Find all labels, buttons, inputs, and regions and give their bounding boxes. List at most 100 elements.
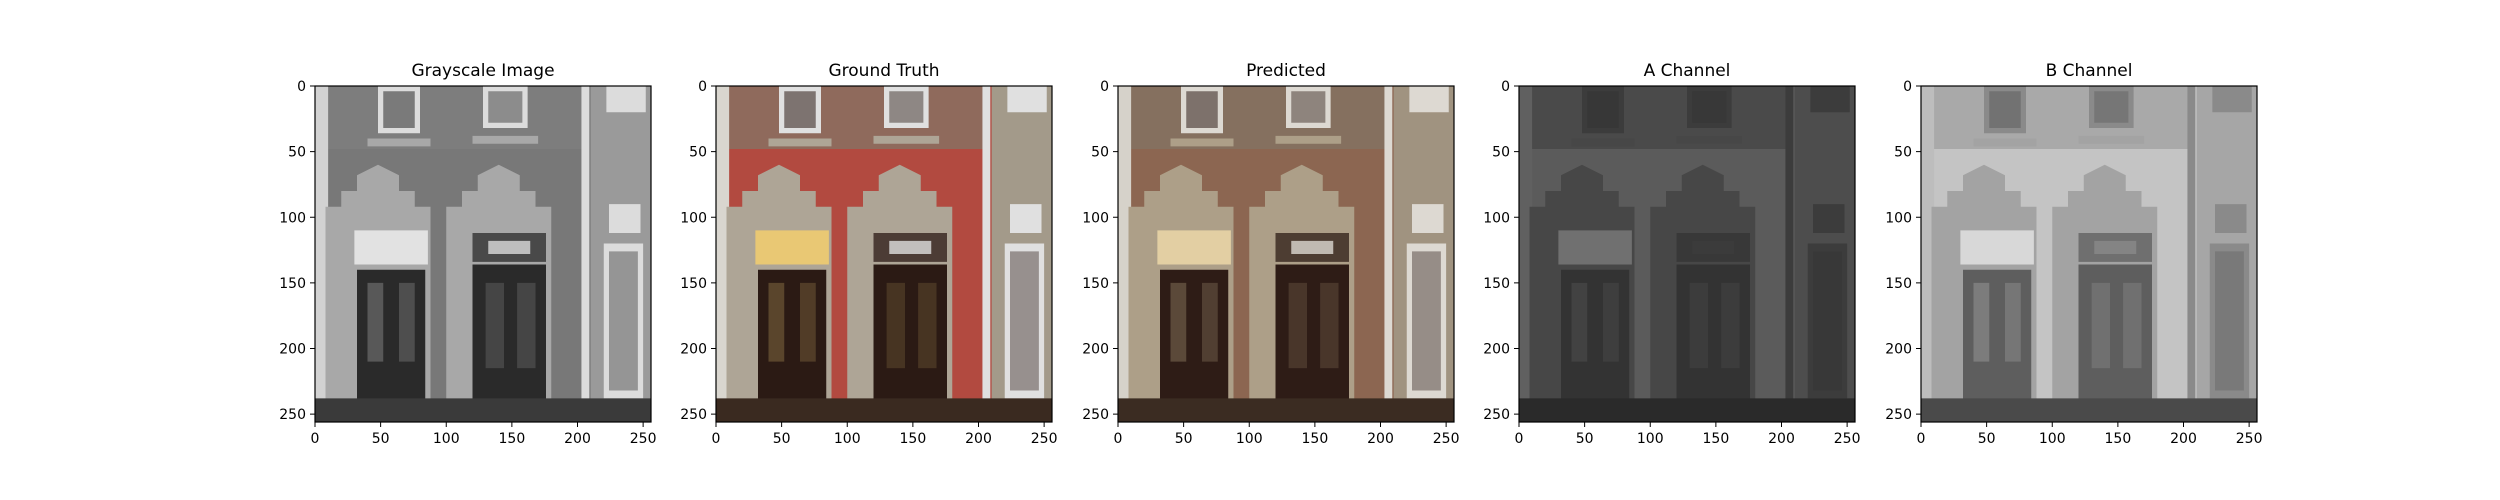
y-tick-label: 100 [279,210,306,226]
y-tick-label: 50 [288,145,306,161]
sill-mid [873,135,940,144]
x-tick-label: 250 [1433,431,1460,447]
door-left [1160,269,1229,422]
door-left-pane [768,282,785,362]
side-window-glass [1412,251,1441,391]
x-tick-label: 200 [1768,431,1795,447]
y-tick-label: 200 [680,342,707,358]
panel-title: A Channel [1644,61,1731,81]
door-left [1963,269,2032,422]
side-window-top [1810,86,1850,113]
y-tick-label: 200 [1885,342,1912,358]
y-tick-label: 150 [1082,276,1109,292]
x-tick-label: 250 [1834,431,1861,447]
x-tick-label: 150 [1703,431,1730,447]
ground [716,398,1052,422]
upper-wall [315,86,585,149]
x-tick-label: 50 [773,431,791,447]
x-tick-label: 100 [834,431,861,447]
sill-mid [472,135,539,144]
window-upper-left-glass [1587,91,1619,128]
y-tick-label: 50 [1492,145,1510,161]
side-window-glass [609,251,638,391]
image-content [1118,86,1454,422]
side-window-top [1007,86,1047,113]
side-window-top [2212,86,2252,113]
drainpipe [2187,86,2196,422]
left-edge [1118,86,1132,422]
left-edge [315,86,329,422]
x-tick-label: 250 [2236,431,2263,447]
door-left-pane [1571,282,1588,362]
door-right [472,264,546,422]
x-tick-label: 150 [499,431,526,447]
window-upper-mid-glass [889,91,924,123]
x-tick-label: 100 [1236,431,1263,447]
x-tick-label: 0 [712,431,721,447]
panel-title: Grayscale Image [411,61,554,81]
panel-5: B Channel 0 50 100 150 200 250 0 50 100 150 200 250 [1885,61,2262,447]
window-upper-mid [1286,86,1331,128]
x-tick-label: 0 [311,431,320,447]
window-upper-mid-glass [1291,91,1326,123]
y-tick-label: 250 [1082,407,1109,423]
x-tick-label: 100 [1637,431,1664,447]
axes-frame [1117,85,1455,423]
y-tick-label: 100 [1885,210,1912,226]
door-left [357,269,426,422]
x-tick-label: 150 [1302,431,1329,447]
image-content [716,86,1052,422]
ground [315,398,651,422]
y-tick-label: 150 [680,276,707,292]
door-left-pane-2 [399,282,415,362]
y-tick-label: 0 [1903,79,1912,95]
side-window-glass [2215,251,2244,391]
door-right-pane-2 [918,282,937,369]
x-tick-label: 50 [372,431,390,447]
axes-frame [1518,85,1856,423]
window-upper-mid [1687,86,1732,128]
axes-frame [715,85,1053,423]
door-right-pane-2 [2123,282,2142,369]
panel-4: A Channel 0 50 100 150 200 250 0 50 100 150 200 250 [1483,61,1860,447]
y-tick-label: 50 [689,145,707,161]
y-tick-label: 250 [680,407,707,423]
y-tick-label: 200 [279,342,306,358]
door-left-pane-2 [1202,282,1218,362]
window-upper-mid-glass [1692,91,1727,123]
drainpipe [1785,86,1794,422]
door-right [2078,264,2152,422]
side-window-top [1409,86,1449,113]
image-content [1519,86,1855,422]
y-tick-label: 200 [1483,342,1510,358]
transom-right-numbers [1291,240,1334,254]
door-right-pane-2 [1320,282,1339,369]
x-tick-label: 100 [2039,431,2066,447]
y-tick-label: 150 [1483,276,1510,292]
drainpipe [581,86,590,422]
x-tick-label: 50 [1978,431,1996,447]
window-upper-mid-glass [488,91,523,123]
axes-frame [1920,85,2258,423]
panel-title: Predicted [1246,61,1326,81]
sill-left [367,138,431,147]
door-left-pane [1973,282,1990,362]
door-right-pane [1689,282,1708,369]
ground [1519,398,1855,422]
x-tick-label: 200 [2170,431,2197,447]
panel-1: Grayscale Image 0 50 100 150 200 250 0 50 100 150 2… [279,61,656,447]
transom-left [354,230,428,265]
side-window-small [2215,204,2247,233]
door-right-pane [2091,282,2110,369]
window-upper-left-glass [1186,91,1218,128]
axes-frame [314,85,652,423]
transom-left [1558,230,1632,265]
y-tick-label: 0 [1501,79,1510,95]
ground [1921,398,2257,422]
left-edge [1921,86,1935,422]
y-tick-label: 250 [1885,407,1912,423]
door-left-pane-2 [2005,282,2021,362]
side-window-small [609,204,641,233]
door-right [873,264,947,422]
y-tick-label: 50 [1091,145,1109,161]
